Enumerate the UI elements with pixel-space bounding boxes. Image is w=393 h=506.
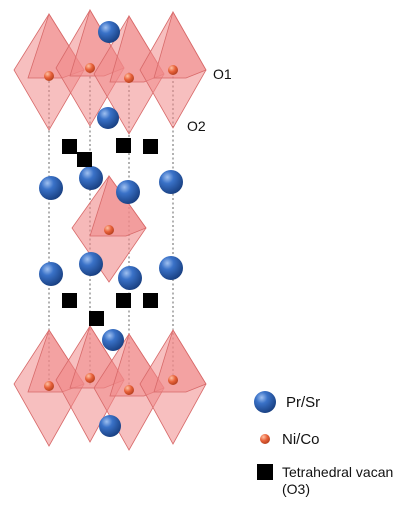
pr-sr-atom: [39, 176, 63, 200]
pr-sr-atom: [102, 329, 124, 351]
legend-pr-sr-label: Pr/Sr: [286, 394, 321, 411]
label-o2: O2: [187, 118, 206, 134]
octahedron: [153, 10, 207, 79]
pr-sr-atom: [97, 107, 119, 129]
vacancy-square: [62, 293, 77, 308]
pr-sr-atom: [159, 256, 183, 280]
ni-co-atom: [168, 375, 178, 385]
vacancy-square: [143, 293, 158, 308]
ni-co-atom: [104, 225, 114, 235]
legend-ni-co-label: Ni/Co: [282, 431, 320, 448]
ni-co-atom: [85, 373, 95, 383]
vacancy-square: [62, 139, 77, 154]
legend-symbols: [254, 391, 276, 480]
pr-sr-atom: [118, 266, 142, 290]
ni-co-atom: [168, 65, 178, 75]
legend-ni-co-symbol: [260, 434, 270, 444]
ni-co-atom: [124, 385, 134, 395]
ni-co-atoms: [44, 63, 178, 395]
pr-sr-atom: [39, 262, 63, 286]
octahedron: [153, 329, 207, 393]
pr-sr-atom: [79, 166, 103, 190]
vacancy-square: [116, 293, 131, 308]
pr-sr-atoms: [39, 21, 183, 437]
pr-sr-atom: [159, 170, 183, 194]
vacancy-square: [116, 138, 131, 153]
vacancy-square: [77, 152, 92, 167]
ni-co-atom: [124, 73, 134, 83]
ni-co-atom: [44, 71, 54, 81]
vacancy-square: [143, 139, 158, 154]
legend-vacancy-symbol: [257, 464, 273, 480]
pr-sr-atom: [98, 21, 120, 43]
pr-sr-atom: [79, 252, 103, 276]
vacancy-square: [89, 311, 104, 326]
tetrahedral-vacancies: [62, 138, 158, 326]
legend-pr-sr-symbol: [254, 391, 276, 413]
label-o1: O1: [213, 66, 232, 82]
pr-sr-atom: [99, 415, 121, 437]
ni-co-atom: [44, 381, 54, 391]
ni-co-atom: [85, 63, 95, 73]
pr-sr-atom: [116, 180, 140, 204]
legend-vacancy-label: Tetrahedral vacancy (O3): [282, 464, 393, 497]
